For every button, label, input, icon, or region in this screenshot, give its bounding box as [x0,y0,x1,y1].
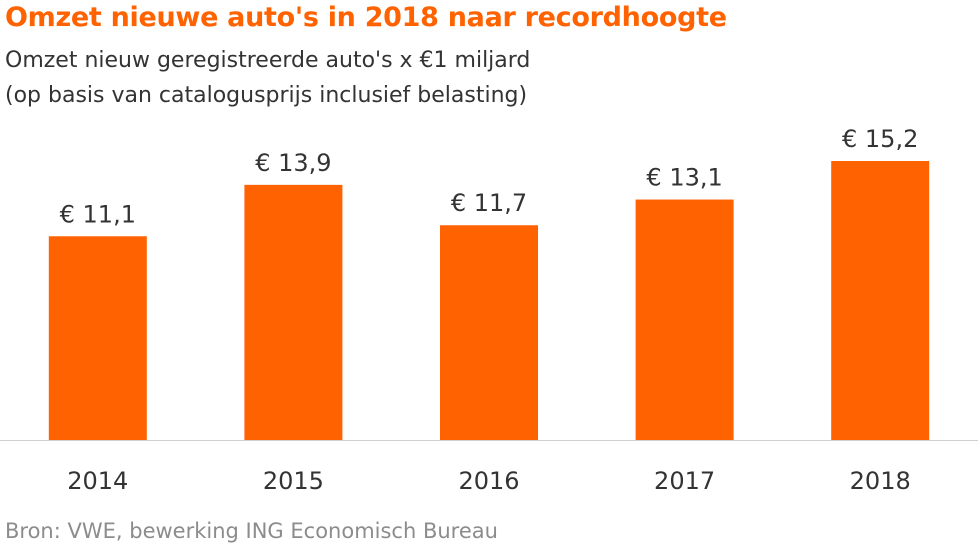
value-label-2015: € 13,9 [255,149,331,177]
value-label-2017: € 13,1 [646,164,722,192]
value-label-2016: € 11,7 [451,189,527,217]
value-label-2018: € 15,2 [842,125,918,153]
bar-2017 [635,199,734,440]
bar-2016 [440,225,538,440]
chart-subtitle-note: (op basis van catalogusprijs inclusief b… [5,83,528,108]
source-note: Bron: VWE, bewerking ING Economisch Bure… [5,519,498,543]
x-tick-label-2015: 2015 [263,467,324,495]
bar-2018 [831,161,930,440]
bar-2014 [48,236,147,440]
bar-2015 [244,184,343,440]
x-tick-label-2016: 2016 [458,467,519,495]
value-label-2014: € 11,1 [60,200,136,228]
x-tick-label-2017: 2017 [654,467,715,495]
chart-subtitle: Omzet nieuw geregistreerde auto's x €1 m… [5,48,531,73]
chart-title: Omzet nieuwe auto's in 2018 naar recordh… [5,2,727,33]
x-tick-label-2014: 2014 [67,467,128,495]
x-tick-label-2018: 2018 [850,467,911,495]
